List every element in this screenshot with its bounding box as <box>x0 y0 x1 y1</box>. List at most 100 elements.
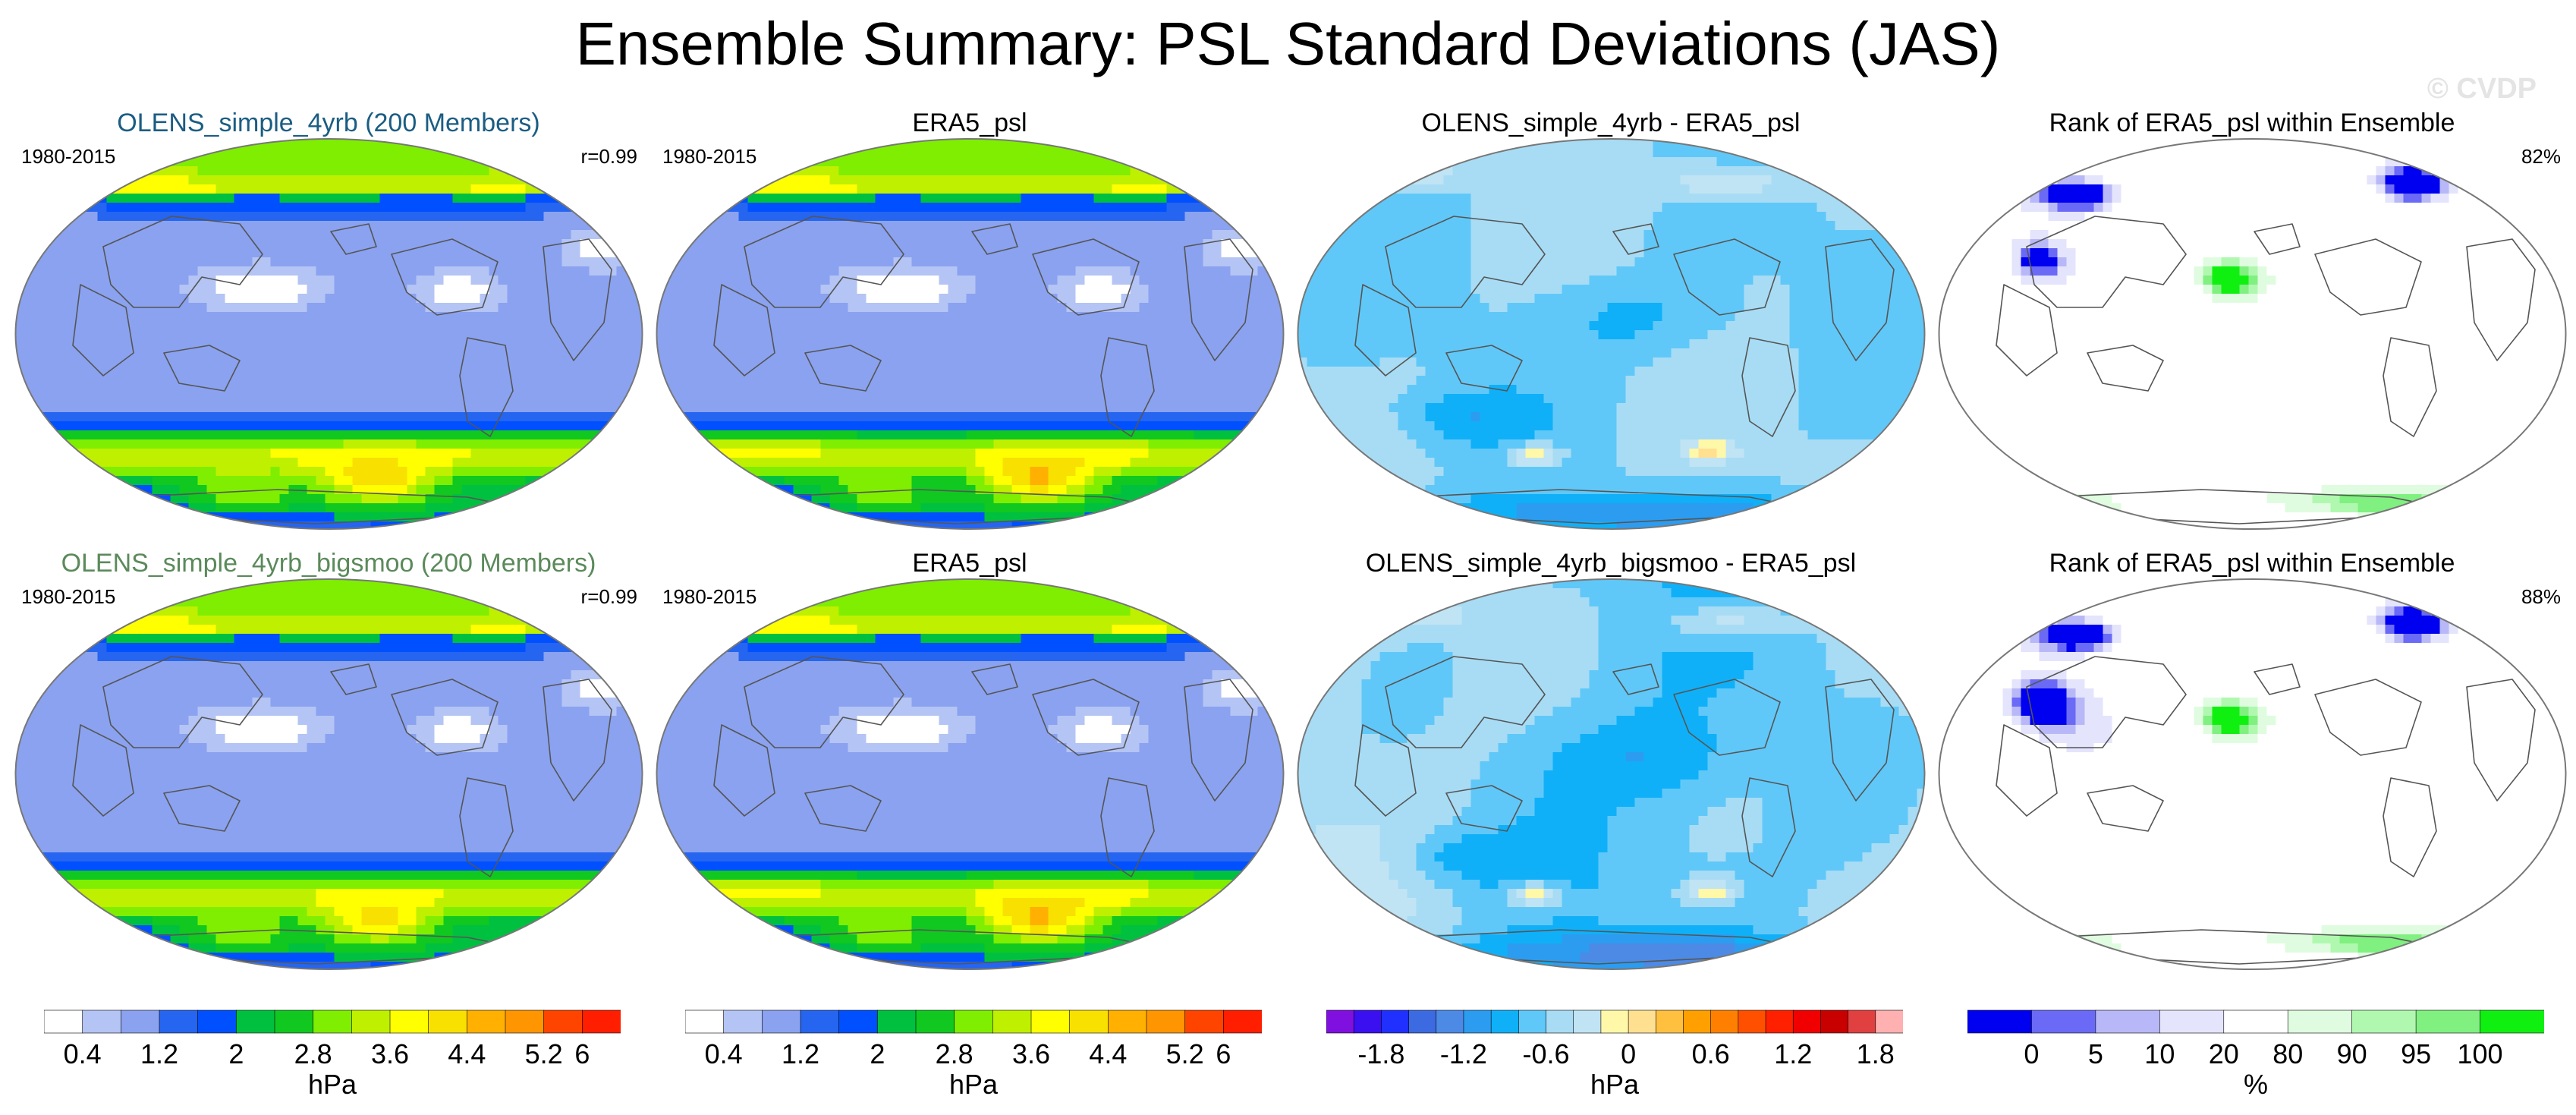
colorbar-swatch <box>1546 1009 1574 1034</box>
colorbar-swatch <box>723 1009 763 1034</box>
colorbar-tick-label: -1.2 <box>1440 1038 1487 1070</box>
colorbar-swatch <box>389 1009 429 1034</box>
colorbar-tick-label: 6 <box>574 1038 590 1070</box>
map-panel: OLENS_simple_4yrb_bigsmoo - ERA5_psl <box>1288 535 1933 975</box>
colorbar-swatch <box>582 1009 621 1034</box>
figure-title: Ensemble Summary: PSL Standard Deviation… <box>0 9 2576 79</box>
colorbar-swatch <box>1353 1009 1382 1034</box>
stat-label: r=0.99 <box>581 145 637 169</box>
colorbar-swatch <box>1683 1009 1712 1034</box>
colorbar-swatch <box>44 1009 83 1034</box>
colorbar-swatch <box>121 1009 160 1034</box>
colorbar-swatch <box>800 1009 840 1034</box>
colorbar-swatch <box>992 1009 1032 1034</box>
period-label: 1980-2015 <box>662 145 756 169</box>
colorbar-swatch <box>2287 1009 2353 1034</box>
panel-title: ERA5_psl <box>647 109 1292 138</box>
colorbar-swatch <box>1108 1009 1147 1034</box>
colorbar-swatch <box>1628 1009 1657 1034</box>
colorbar-tick-label: -0.6 <box>1522 1038 1569 1070</box>
colorbar-tick-label: 10 <box>2144 1038 2175 1070</box>
panel-title: Rank of ERA5_psl within Ensemble <box>1930 549 2574 578</box>
colorbar-tick-label: 80 <box>2272 1038 2303 1070</box>
colorbar-unit: % <box>1967 1069 2544 1101</box>
colorbar-tick-label: 3.6 <box>1012 1038 1050 1070</box>
colorbar-tick-label: 90 <box>2337 1038 2367 1070</box>
colorbar-tick-label: 5.2 <box>525 1038 563 1070</box>
colorbar-tick-label: 100 <box>2458 1038 2503 1070</box>
panel-title: OLENS_simple_4yrb_bigsmoo - ERA5_psl <box>1288 549 1933 578</box>
map-panel: Rank of ERA5_psl within Ensemble 88% <box>1930 535 2574 975</box>
period-label: 1980-2015 <box>662 585 756 609</box>
colorbar-swatch <box>2223 1009 2289 1034</box>
map-field <box>1297 138 1926 530</box>
colorbar-swatch <box>159 1009 199 1034</box>
map-field <box>1938 578 2567 970</box>
colorbar-tick-label: 0 <box>1621 1038 1636 1070</box>
colorbar-swatch <box>2159 1009 2225 1034</box>
colorbar-std-1: 0.4 1.2 2 2.8 3.6 4.4 5.2 6 hPa <box>44 1009 621 1112</box>
colorbar-tick-label: 2 <box>870 1038 885 1070</box>
colorbar-swatch <box>1069 1009 1109 1034</box>
colorbar-unit: hPa <box>1326 1069 1903 1101</box>
colorbar-swatch <box>1326 1009 1354 1034</box>
colorbar-swatch <box>1146 1009 1186 1034</box>
panel-title: Rank of ERA5_psl within Ensemble <box>1930 109 2574 138</box>
colorbar-tick-label: 0.4 <box>64 1038 102 1070</box>
colorbar-swatch <box>543 1009 583 1034</box>
stat-label: 88% <box>2521 585 2561 609</box>
colorbar-swatch <box>236 1009 275 1034</box>
colorbar-swatch <box>1030 1009 1071 1034</box>
colorbar-tick-label: 1.2 <box>782 1038 819 1070</box>
colorbar-swatch <box>1573 1009 1602 1034</box>
colorbar-tick-label: 95 <box>2401 1038 2431 1070</box>
colorbar-swatch <box>82 1009 122 1034</box>
colorbar-swatch <box>1820 1009 1849 1034</box>
colorbar-tick-label: 1.8 <box>1857 1038 1895 1070</box>
stat-label: r=0.99 <box>581 585 637 609</box>
colorbar-tick-label: 2.8 <box>936 1038 973 1070</box>
cvdp-watermark: © CVDP <box>2427 73 2537 106</box>
colorbar-swatch <box>838 1009 879 1034</box>
colorbar-swatch <box>1600 1009 1629 1034</box>
colorbar-rank: 0 5 10 20 80 90 95 100% <box>1967 1009 2544 1112</box>
stat-label: 82% <box>2521 145 2561 169</box>
panel-title: OLENS_simple_4yrb - ERA5_psl <box>1288 109 1933 138</box>
colorbar-std-2: 0.4 1.2 2 2.8 3.6 4.4 5.2 6 hPa <box>685 1009 1262 1112</box>
colorbar-swatch <box>1655 1009 1684 1034</box>
colorbar-tick-label: 6 <box>1216 1038 1231 1070</box>
colorbar-swatch <box>274 1009 314 1034</box>
colorbar-swatch <box>1875 1009 1903 1034</box>
colorbar-tick-label: 4.4 <box>448 1038 486 1070</box>
period-label: 1980-2015 <box>21 145 115 169</box>
colorbar-swatch <box>877 1009 917 1034</box>
colorbar-swatch <box>197 1009 237 1034</box>
map-panel: ERA5_psl 1980-2015 <box>647 95 1292 535</box>
colorbar-swatch <box>313 1009 353 1034</box>
colorbar-swatch <box>2351 1009 2417 1034</box>
colorbar-tick-label: 0 <box>2024 1038 2039 1070</box>
colorbar-tick-label: 1.2 <box>1774 1038 1812 1070</box>
period-label: 1980-2015 <box>21 585 115 609</box>
colorbar-swatch <box>2480 1009 2544 1034</box>
colorbar-swatch <box>505 1009 545 1034</box>
map-field <box>14 578 643 970</box>
panel-title: ERA5_psl <box>647 549 1292 578</box>
colorbar-swatch <box>954 1009 994 1034</box>
colorbar-swatch <box>1967 1009 2033 1034</box>
map-field <box>656 578 1285 970</box>
map-panel: OLENS_simple_4yrb - ERA5_psl <box>1288 95 1933 535</box>
colorbar-swatch <box>915 1009 955 1034</box>
colorbar-swatch <box>1408 1009 1437 1034</box>
colorbar-swatch <box>351 1009 391 1034</box>
colorbar-tick-label: 0.4 <box>705 1038 743 1070</box>
colorbar-swatch <box>1381 1009 1410 1034</box>
map-field <box>656 138 1285 530</box>
colorbar-swatch <box>1710 1009 1739 1034</box>
colorbar-unit: hPa <box>685 1069 1262 1101</box>
panel-title: OLENS_simple_4yrb_bigsmoo (200 Members) <box>6 549 651 578</box>
colorbar-swatch <box>1518 1009 1547 1034</box>
colorbar-swatch <box>1848 1009 1876 1034</box>
panel-title: OLENS_simple_4yrb (200 Members) <box>6 109 651 138</box>
colorbar-tick-label: 0.6 <box>1692 1038 1730 1070</box>
